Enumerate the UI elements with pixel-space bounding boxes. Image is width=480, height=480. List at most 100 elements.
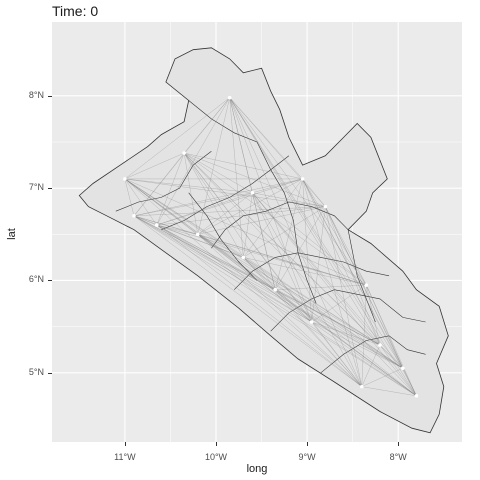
district-border [270,169,317,304]
network-link [156,224,417,397]
network-link [156,97,230,226]
network-node [414,394,419,398]
network-link [156,153,185,226]
y-tick-mark [48,372,52,374]
network-link [156,224,198,235]
network-link [311,321,381,346]
network-link [124,178,381,346]
network-link [156,224,403,369]
network-link [243,257,403,369]
x-axis-label: long [246,463,268,475]
network-link [229,97,303,180]
network-link [124,178,326,207]
network-link [379,344,417,396]
network-link [197,234,417,397]
network-node [400,366,405,370]
plot-title: Time: 0 [52,3,99,19]
network-link [133,206,326,217]
network-link [197,97,230,235]
network-link [133,215,157,226]
network-link [366,284,417,396]
network-link [229,97,417,396]
network-link [183,152,244,258]
network-link [252,192,367,286]
network-link [133,178,303,217]
network-link [252,192,381,346]
network-link [156,224,244,258]
x-tick-label: 8°W [389,452,407,462]
network-link [156,192,253,226]
network-link [197,178,303,235]
network-node [132,214,136,218]
network-node [309,320,314,324]
network-link [133,215,403,369]
network-link [302,178,326,207]
map-svg [52,22,462,442]
network-link [361,367,403,387]
network-link [325,206,381,346]
network-link [243,206,326,258]
network-link [252,178,303,193]
y-tick-label: 7°N [28,182,44,193]
map-panel [52,22,462,442]
network-link [252,192,362,387]
x-tick-mark [398,442,400,446]
network-link [379,344,403,369]
network-link [275,289,362,387]
x-tick-mark [124,442,126,446]
network-link [252,192,417,396]
network-link [133,215,312,323]
network-link [366,285,381,346]
network-link [229,97,403,369]
network-link [197,234,381,346]
network-link [311,321,362,387]
network-link [275,289,312,323]
network-link [229,97,326,207]
network-link [275,178,303,290]
network-node [182,151,186,155]
network-link [229,97,381,346]
network-link [133,215,362,387]
network-link [302,178,367,286]
network-nodes [123,95,419,398]
y-tick-mark [48,188,52,190]
network-link [183,152,362,387]
network-link [197,234,244,258]
network-link [124,97,230,180]
network-link [252,192,312,323]
network-link [243,178,303,258]
network-link [243,192,253,258]
network-link [156,206,326,226]
x-tick-label: 11°W [114,452,136,462]
network-link [197,234,312,323]
network-link [275,284,367,290]
network-link [325,206,367,286]
network-link [302,178,362,387]
network-node [241,255,246,260]
network-link [124,178,135,216]
network-link [325,206,362,387]
network-link [124,178,253,193]
network-node [323,204,328,209]
network-link [156,178,303,226]
network-link [311,321,403,369]
network-link [124,178,362,387]
network-node [300,177,305,181]
x-tick-mark [216,442,217,446]
network-node [273,287,278,292]
network-link [252,192,326,207]
y-tick-mark [48,280,52,282]
network-link [133,192,253,217]
network-link [184,152,326,207]
network-link [197,234,362,387]
y-tick-mark [48,95,52,97]
network-node [359,384,364,389]
network-link [156,224,312,323]
network-link [184,152,253,193]
network-node [378,343,382,347]
network-link [243,257,381,346]
y-tick-label: 5°N [28,366,44,377]
network-link [184,152,303,180]
network-link [243,257,417,397]
y-tick-label: 6°N [28,274,44,285]
